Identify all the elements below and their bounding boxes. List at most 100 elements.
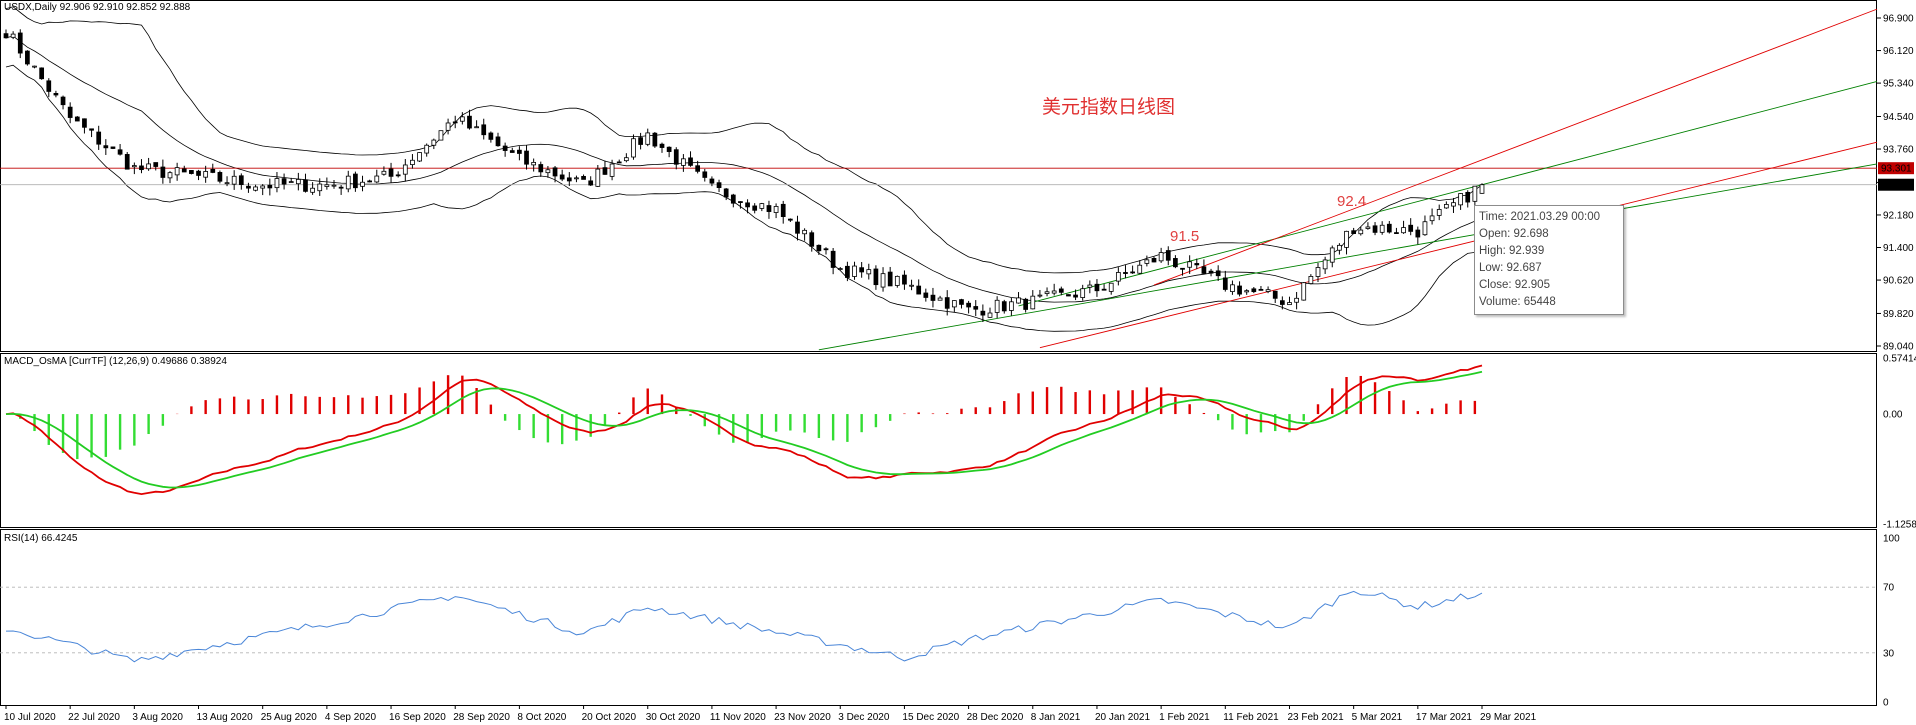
candle-body [238, 175, 244, 185]
candle-body [1458, 193, 1463, 206]
candle-body [652, 132, 658, 147]
price-tick-label: 90.620 [1883, 276, 1914, 287]
candle-body [1123, 272, 1128, 274]
macd-tick-label: 0.57414 [1883, 354, 1916, 365]
candle-body [1101, 288, 1107, 291]
candle-body [944, 297, 950, 309]
candle-body [1165, 250, 1171, 261]
candle-body [103, 145, 109, 149]
date-axis: 10 Jul 2020 22 Jul 2020 3 Aug 2020 13 Aug 2… [4, 705, 1537, 723]
candle-body [916, 285, 922, 295]
candle-body [1265, 289, 1271, 292]
candle-body [53, 92, 59, 96]
candle-body [709, 178, 715, 184]
candle-body [745, 202, 750, 208]
candle-body [1201, 266, 1207, 274]
candle-body [1051, 290, 1057, 294]
date-tick-label: 15 Dec 2020 [902, 712, 959, 723]
candle-body [160, 166, 166, 178]
candle-body [795, 221, 800, 234]
date-tick-label: 5 Mar 2021 [1352, 712, 1403, 723]
candle-body [1044, 291, 1050, 294]
candle-body [1073, 294, 1078, 298]
price-tick-label: 93.760 [1883, 145, 1914, 156]
candle-body [531, 162, 537, 166]
candle-body [181, 168, 187, 173]
candle-body [688, 157, 693, 166]
macd-panel-header: MACD_OsMA [CurrTF] (12,26,9) 0.49686 0.3… [4, 356, 227, 367]
date-tick-label: 13 Aug 2020 [197, 712, 254, 723]
candle-body [681, 158, 686, 166]
candle-body [153, 162, 159, 167]
annotation-92-4: 92.4 [1337, 193, 1366, 210]
green-channel-lower [818, 163, 1878, 351]
tooltip-time: Time: 2021.03.29 00:00 [1479, 211, 1601, 223]
candle-body [139, 165, 144, 171]
candle-body [1258, 288, 1264, 291]
candle-body [1237, 285, 1242, 295]
candle-body [353, 173, 358, 189]
candle-body [395, 174, 401, 177]
macd-tick-label: -1.12589 [1883, 520, 1916, 531]
candle-body [574, 177, 579, 180]
candle-body [509, 150, 515, 153]
candle-body [645, 132, 651, 145]
candle-body [802, 229, 807, 235]
rsi-chart[interactable] [0, 586, 1877, 663]
candle-body [1479, 184, 1485, 194]
band-lower [5, 64, 1483, 332]
candle-body [623, 157, 629, 162]
candle-body [1030, 295, 1036, 310]
candle-body [459, 116, 465, 122]
date-tick-label: 16 Sep 2020 [389, 712, 446, 723]
candle-body [253, 186, 258, 191]
candle-body [738, 201, 743, 203]
candle-body [866, 269, 872, 275]
candle-body [438, 130, 444, 141]
candle-body [809, 232, 815, 247]
candle-body [17, 32, 23, 54]
candle-body [902, 274, 907, 285]
candle-body [666, 146, 672, 152]
candle-body [1301, 282, 1307, 301]
candle-body [937, 297, 943, 301]
red-channel-upper [1153, 8, 1878, 286]
date-tick-label: 17 Mar 2021 [1416, 712, 1473, 723]
candle-body [1351, 230, 1357, 234]
candle-body [174, 167, 180, 176]
candle-body [3, 33, 9, 39]
candle-body [538, 164, 544, 173]
band-middle [5, 35, 1483, 303]
candle-body [231, 175, 237, 185]
date-tick-label: 11 Feb 2021 [1223, 712, 1279, 723]
candle-body [1080, 288, 1086, 298]
candle-body [417, 152, 422, 162]
candle-body [288, 181, 294, 183]
candle-body [830, 250, 836, 268]
candle-body [1016, 297, 1021, 304]
candle-body [1287, 302, 1292, 306]
candle-body [402, 164, 408, 175]
tooltip-high: High: 92.939 [1479, 245, 1545, 257]
candle-body [131, 165, 137, 168]
candle-body [1365, 226, 1371, 229]
candle-body [25, 50, 30, 65]
candle-body [845, 265, 850, 278]
macd-chart[interactable] [5, 364, 1483, 496]
candle-body [381, 170, 387, 175]
price-tick-label: 92.180 [1883, 210, 1914, 221]
candle-body [189, 170, 194, 174]
candle-body [1272, 290, 1278, 299]
candle-body [894, 275, 900, 286]
candle-body [331, 184, 337, 187]
candle-body [909, 284, 914, 287]
candle-body [310, 187, 315, 193]
date-tick-label: 22 Jul 2020 [68, 712, 120, 723]
price-chart[interactable] [0, 6, 1878, 351]
candle-body [67, 106, 73, 118]
candle-body [1158, 252, 1164, 262]
candle-body [317, 183, 323, 192]
candle-body [1194, 263, 1200, 266]
tooltip-volume: Volume: 65448 [1479, 296, 1556, 308]
